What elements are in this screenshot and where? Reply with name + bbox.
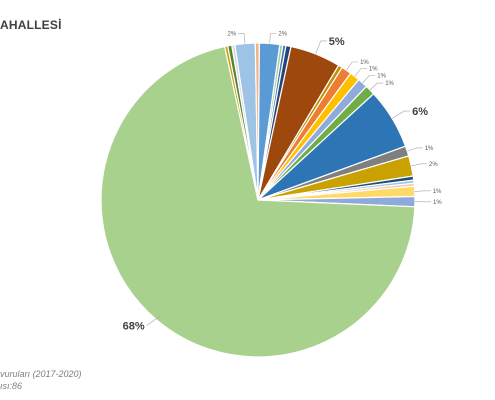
slice-label-9: 1% (360, 60, 369, 66)
leader-line-7 (315, 40, 327, 55)
leader-lines (146, 33, 431, 326)
slice-label-12: 1% (385, 81, 394, 87)
leader-line-12 (369, 82, 384, 91)
leader-line-15 (411, 163, 427, 167)
leader-line-1 (238, 33, 246, 44)
slice-label-13: 6% (412, 106, 428, 118)
leader-line-21 (146, 315, 161, 326)
source-note-line-1: vuruları (2017-2020) (0, 369, 82, 379)
leader-line-14 (407, 147, 423, 152)
leader-line-19 (414, 190, 431, 192)
slice-label-7: 5% (329, 36, 345, 48)
slice-label-20: 1% (433, 200, 442, 206)
leader-line-9 (346, 61, 359, 71)
leader-line-3 (269, 33, 277, 44)
slice-label-14: 1% (425, 146, 434, 152)
slice-label-15: 2% (429, 162, 438, 168)
slice-label-11: 1% (377, 74, 386, 80)
leader-line-11 (362, 75, 376, 84)
slice-label-1: 2% (228, 32, 237, 38)
slice-label-21: 68% (123, 321, 145, 333)
leader-line-10 (354, 68, 367, 77)
chart-title: AHALLESİ (0, 18, 62, 32)
slice-label-3: 2% (278, 32, 287, 38)
pie-slice-24 (231, 44, 259, 201)
pie-slices (100, 42, 416, 358)
slice-label-10: 1% (369, 67, 378, 73)
pie-slice-21 (100, 45, 416, 358)
slice-label-19: 1% (433, 189, 442, 195)
leader-line-13 (391, 110, 411, 119)
source-note-line-2: ısı:86 (0, 381, 23, 391)
data-labels: 2% 2%5%1%1%1%1%6%1%2%1%1%68% (123, 32, 443, 333)
source-note: vuruları (2017-2020) ısı:86 (0, 368, 82, 392)
